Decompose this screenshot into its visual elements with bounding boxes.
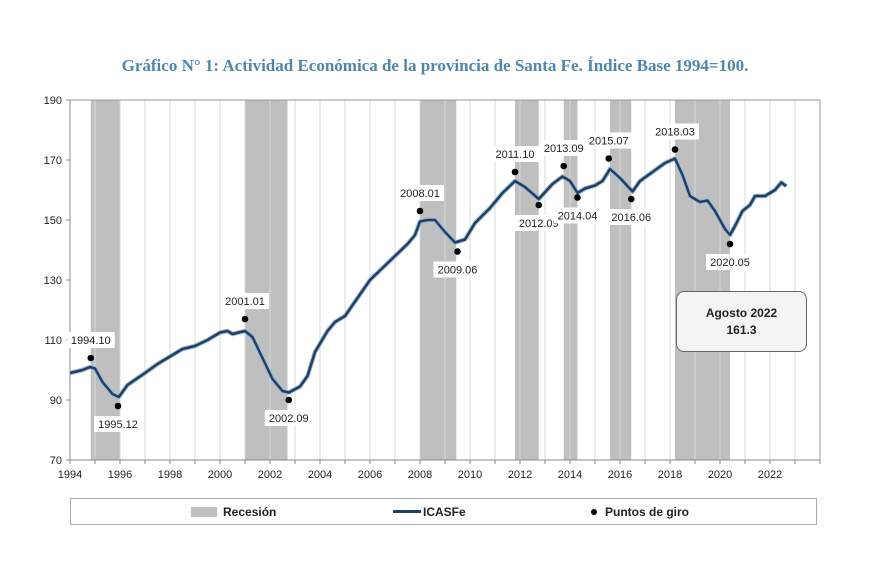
x-tick-label: 2006 (358, 469, 382, 481)
legend-item-recession: Recesión (191, 505, 276, 519)
legend-label-series: ICASFe (423, 504, 466, 519)
turning-point-label-bg (66, 332, 115, 348)
turning-point-label-bg (607, 209, 656, 225)
turning-point-label-bg (651, 123, 699, 140)
legend-item-points: Puntos de giro (591, 505, 689, 519)
turning-point-label-bg (539, 140, 588, 156)
turning-point (605, 155, 613, 162)
turning-point-label-bg (433, 261, 482, 278)
turning-point-label: 2013.09 (544, 143, 584, 155)
turning-point (671, 146, 679, 153)
x-tick-label: 1998 (158, 469, 182, 481)
turning-point-label-bg (221, 293, 269, 309)
x-tick-label: 1996 (108, 469, 132, 481)
turning-point-label-bg (584, 132, 633, 149)
x-tick-label: 2010 (458, 469, 482, 481)
point-swatch (591, 508, 597, 515)
chart-title: Gráfico N° 1: Actividad Económica de la … (121, 56, 749, 75)
turning-point-label: 2020.05 (710, 257, 750, 269)
legend-label-recession: Recesión (223, 504, 277, 519)
annotation-value: 161.3 (726, 322, 757, 337)
turning-point (535, 201, 543, 209)
turning-point-label: 2011.10 (496, 149, 535, 161)
y-tick-label: 70 (50, 455, 62, 467)
turning-point-label: 1995.12 (98, 419, 138, 431)
x-tick-label: 2018 (658, 469, 682, 481)
recession-band (515, 100, 539, 460)
y-tick-label: 90 (50, 395, 62, 407)
turning-point (726, 240, 734, 248)
turning-point (454, 248, 461, 255)
x-tick-label: 2002 (258, 469, 282, 481)
turning-point (114, 402, 122, 410)
turning-point-label: 2015.07 (589, 136, 629, 148)
x-tick-label: 1994 (58, 469, 82, 481)
turning-point (511, 168, 519, 176)
turning-point-label-bg (396, 185, 444, 201)
y-tick-label: 170 (44, 155, 62, 167)
last-value-annotation: Agosto 2022 161.3 (676, 291, 807, 352)
turning-point-label: 2008.01 (400, 188, 440, 200)
turning-point (560, 162, 568, 170)
turning-point-label: 2012.09 (519, 218, 559, 230)
turning-point-label: 2001.01 (225, 296, 265, 308)
turning-point-label: 2014.04 (558, 211, 598, 223)
recession-swatch (191, 506, 217, 517)
recession-band (420, 100, 457, 460)
x-tick-label: 2020 (708, 469, 732, 481)
y-tick-label: 150 (44, 215, 62, 227)
turning-point (574, 194, 581, 201)
turning-point-label: 2018.03 (655, 127, 695, 139)
x-tick-label: 2000 (208, 469, 232, 481)
recession-band (90, 100, 120, 460)
series-swatch (393, 510, 421, 513)
turning-point (627, 195, 635, 203)
turning-point-label-bg (553, 207, 602, 224)
turning-point-label-bg (514, 215, 563, 231)
x-tick-label: 2014 (558, 469, 582, 481)
turning-point-label-bg (491, 146, 539, 162)
legend-item-series: ICASFe (393, 505, 466, 519)
annotation-date: Agosto 2022 (705, 305, 778, 320)
turning-point-label: 1994.10 (71, 335, 111, 347)
y-tick-label: 110 (44, 335, 62, 347)
turning-point-label-bg (264, 410, 313, 426)
turning-point (241, 315, 249, 323)
y-tick-label: 130 (44, 275, 62, 287)
legend-label-points: Puntos de giro (605, 504, 689, 519)
recession-band (675, 100, 730, 460)
turning-point (285, 396, 293, 404)
turning-point-label-bg (706, 254, 754, 270)
series-line-icasfe (69, 157, 788, 399)
y-tick-label: 190 (44, 95, 62, 107)
x-tick-label: 2008 (408, 469, 432, 481)
x-tick-label: 2022 (758, 469, 782, 481)
x-tick-label: 2004 (308, 469, 332, 481)
turning-point-label: 2016.06 (611, 212, 651, 224)
turning-point (87, 354, 95, 362)
turning-point-label: 2002.09 (269, 413, 309, 425)
legend: Recesión ICASFe Puntos de giro (70, 498, 817, 525)
recession-band (610, 100, 632, 460)
x-tick-label: 2016 (608, 469, 632, 481)
turning-point-label: 2009.06 (438, 265, 478, 277)
recession-band (245, 100, 288, 460)
turning-point-label-bg (94, 416, 142, 432)
x-tick-label: 2012 (508, 469, 532, 481)
turning-point (416, 207, 424, 215)
